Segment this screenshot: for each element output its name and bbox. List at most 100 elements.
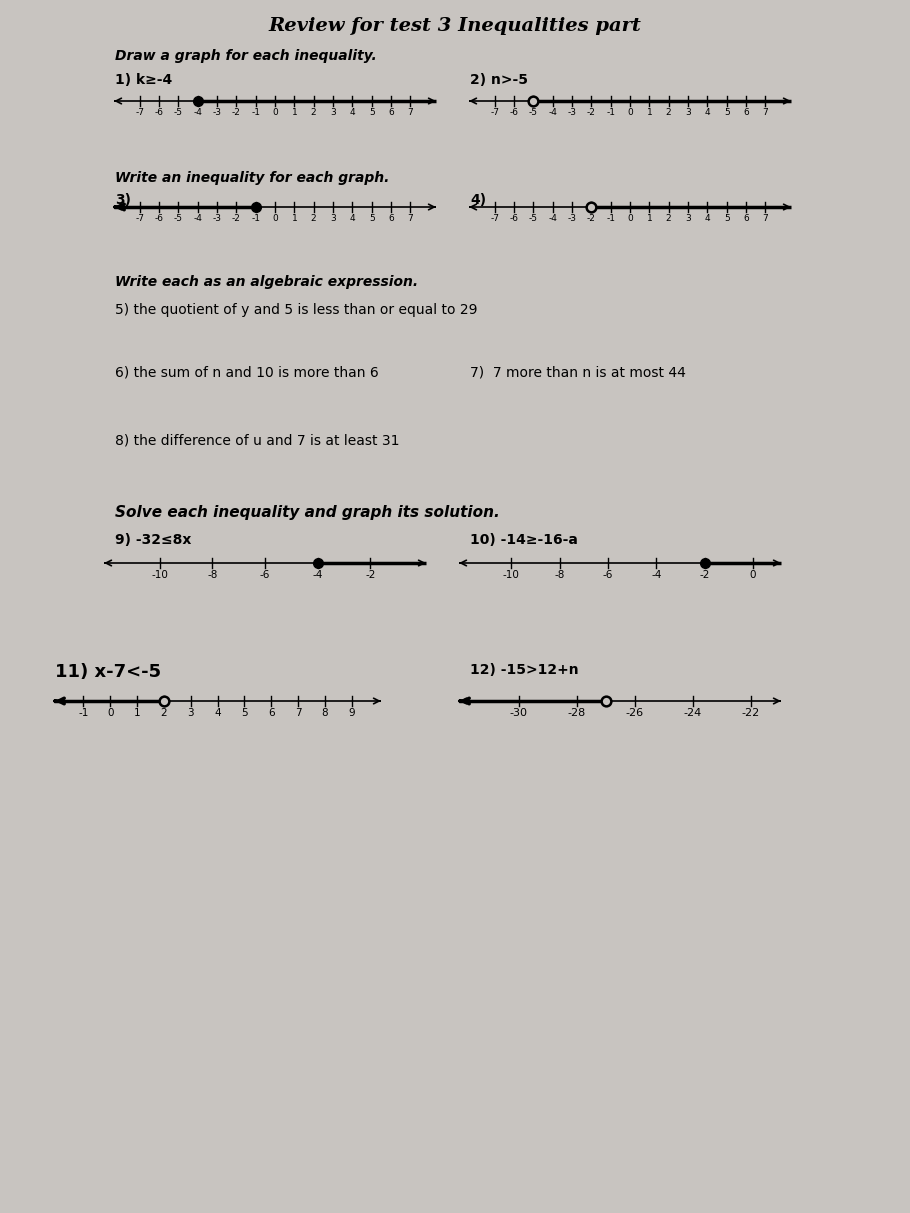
- Text: 8: 8: [321, 708, 329, 718]
- Text: 8) the difference of u and 7 is at least 31: 8) the difference of u and 7 is at least…: [115, 433, 399, 448]
- Text: -6: -6: [155, 108, 164, 116]
- Text: -3: -3: [568, 108, 577, 116]
- Text: 7: 7: [408, 108, 413, 116]
- Text: 2: 2: [311, 213, 317, 223]
- Text: 2: 2: [311, 108, 317, 116]
- Text: -10: -10: [151, 570, 168, 580]
- Text: 3: 3: [330, 213, 336, 223]
- Text: 6) the sum of n and 10 is more than 6: 6) the sum of n and 10 is more than 6: [115, 365, 379, 378]
- Text: 0: 0: [107, 708, 114, 718]
- Text: 4: 4: [349, 213, 355, 223]
- Text: 0: 0: [272, 108, 278, 116]
- Text: 9: 9: [349, 708, 355, 718]
- Text: 6: 6: [743, 213, 749, 223]
- Text: 3: 3: [685, 108, 691, 116]
- Text: -7: -7: [136, 213, 144, 223]
- Text: -7: -7: [490, 108, 500, 116]
- Text: -10: -10: [503, 570, 520, 580]
- Text: 12) -15>12+n: 12) -15>12+n: [470, 664, 579, 677]
- Text: 5) the quotient of y and 5 is less than or equal to 29: 5) the quotient of y and 5 is less than …: [115, 303, 478, 317]
- Text: 5: 5: [369, 213, 375, 223]
- Text: -3: -3: [213, 108, 221, 116]
- Text: 2: 2: [666, 213, 672, 223]
- Text: 5: 5: [369, 108, 375, 116]
- Text: 2) n>-5: 2) n>-5: [470, 73, 528, 87]
- Text: -6: -6: [602, 570, 613, 580]
- Text: -2: -2: [232, 213, 241, 223]
- Text: 1: 1: [291, 213, 298, 223]
- Text: -4: -4: [312, 570, 323, 580]
- Text: 0: 0: [272, 213, 278, 223]
- Text: -8: -8: [554, 570, 565, 580]
- Text: -1: -1: [606, 108, 615, 116]
- Text: 7: 7: [763, 108, 768, 116]
- Text: 3: 3: [187, 708, 194, 718]
- Text: 1: 1: [134, 708, 140, 718]
- Text: -3: -3: [568, 213, 577, 223]
- Text: 5: 5: [241, 708, 248, 718]
- Text: 1) k≥-4: 1) k≥-4: [115, 73, 172, 87]
- Text: Solve each inequality and graph its solution.: Solve each inequality and graph its solu…: [115, 505, 500, 520]
- Text: -4: -4: [548, 213, 557, 223]
- Text: Write each as an algebraic expression.: Write each as an algebraic expression.: [115, 275, 418, 289]
- Text: 5: 5: [723, 213, 730, 223]
- Text: -1: -1: [78, 708, 88, 718]
- Text: -6: -6: [510, 213, 519, 223]
- Text: -5: -5: [174, 108, 183, 116]
- Text: -1: -1: [251, 213, 260, 223]
- Text: -8: -8: [207, 570, 217, 580]
- Text: 1: 1: [646, 108, 652, 116]
- Text: -26: -26: [625, 708, 643, 718]
- Text: 9) -32≤8x: 9) -32≤8x: [115, 533, 191, 547]
- Text: 2: 2: [160, 708, 167, 718]
- Text: 1: 1: [291, 108, 298, 116]
- Text: 4: 4: [349, 108, 355, 116]
- Text: -28: -28: [567, 708, 586, 718]
- Text: 10) -14≥-16-a: 10) -14≥-16-a: [470, 533, 578, 547]
- Text: -6: -6: [260, 570, 270, 580]
- Text: -24: -24: [683, 708, 702, 718]
- Text: -1: -1: [606, 213, 615, 223]
- Text: 4): 4): [470, 193, 486, 207]
- Text: -2: -2: [587, 213, 596, 223]
- Text: -5: -5: [529, 108, 538, 116]
- Text: 1: 1: [646, 213, 652, 223]
- Text: 6: 6: [389, 108, 394, 116]
- Text: 4: 4: [704, 108, 710, 116]
- Text: 3: 3: [330, 108, 336, 116]
- Text: -6: -6: [510, 108, 519, 116]
- Text: 7: 7: [408, 213, 413, 223]
- Text: -5: -5: [174, 213, 183, 223]
- Text: -5: -5: [529, 213, 538, 223]
- Text: -7: -7: [136, 108, 144, 116]
- Text: -30: -30: [510, 708, 528, 718]
- Text: -3: -3: [213, 213, 221, 223]
- Text: 5: 5: [723, 108, 730, 116]
- Text: -2: -2: [700, 570, 710, 580]
- Text: -4: -4: [548, 108, 557, 116]
- Text: -2: -2: [587, 108, 596, 116]
- Text: Write an inequality for each graph.: Write an inequality for each graph.: [115, 171, 389, 186]
- Text: 0: 0: [627, 108, 632, 116]
- Text: 3): 3): [115, 193, 131, 207]
- Text: -4: -4: [651, 570, 662, 580]
- Text: -7: -7: [490, 213, 500, 223]
- Text: Draw a graph for each inequality.: Draw a graph for each inequality.: [115, 49, 377, 63]
- Text: 2: 2: [666, 108, 672, 116]
- Text: -6: -6: [155, 213, 164, 223]
- Text: 4: 4: [214, 708, 221, 718]
- Text: -22: -22: [742, 708, 760, 718]
- Text: 11) x-7<-5: 11) x-7<-5: [55, 664, 161, 680]
- Text: -1: -1: [251, 108, 260, 116]
- Text: 7)  7 more than n is at most 44: 7) 7 more than n is at most 44: [470, 365, 686, 378]
- Text: 6: 6: [268, 708, 275, 718]
- Text: 0: 0: [627, 213, 632, 223]
- Text: -2: -2: [232, 108, 241, 116]
- Text: 7: 7: [295, 708, 301, 718]
- Text: 0: 0: [750, 570, 756, 580]
- Text: 4: 4: [704, 213, 710, 223]
- Text: 3: 3: [685, 213, 691, 223]
- Text: 6: 6: [743, 108, 749, 116]
- Text: 7: 7: [763, 213, 768, 223]
- Text: -2: -2: [365, 570, 376, 580]
